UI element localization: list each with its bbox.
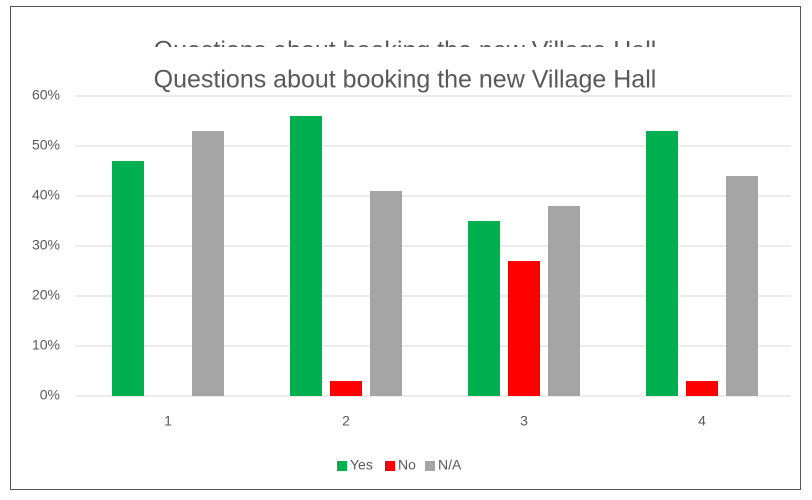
x-tick-label: 2 xyxy=(342,413,350,429)
x-tick-label: 1 xyxy=(164,413,172,429)
bar xyxy=(330,381,362,396)
y-tick-label: 50% xyxy=(32,137,60,153)
chart-title-ghost: Questions about booking the new Village … xyxy=(154,37,657,65)
bar xyxy=(290,116,322,396)
y-tick-label: 30% xyxy=(32,237,60,253)
bar xyxy=(646,131,678,396)
legend-swatch xyxy=(337,461,347,471)
chart-title: Questions about booking the new Village … xyxy=(154,66,657,94)
x-tick-label: 4 xyxy=(698,413,706,429)
bar xyxy=(508,261,540,396)
y-tick-label: 10% xyxy=(32,337,60,353)
legend-swatch xyxy=(425,461,435,471)
bar xyxy=(726,176,758,396)
y-tick-label: 0% xyxy=(40,387,60,403)
bar xyxy=(370,191,402,396)
bar xyxy=(548,206,580,396)
bar xyxy=(468,221,500,396)
y-tick-label: 40% xyxy=(32,187,60,203)
bar xyxy=(112,161,144,396)
y-tick-label: 20% xyxy=(32,287,60,303)
y-tick-label: 60% xyxy=(32,87,60,103)
legend-swatch xyxy=(385,461,395,471)
legend-label: N/A xyxy=(438,457,462,473)
bar xyxy=(192,131,224,396)
legend-label: Yes xyxy=(350,457,373,473)
x-tick-label: 3 xyxy=(520,413,528,429)
bar xyxy=(686,381,718,396)
legend-label: No xyxy=(398,457,416,473)
